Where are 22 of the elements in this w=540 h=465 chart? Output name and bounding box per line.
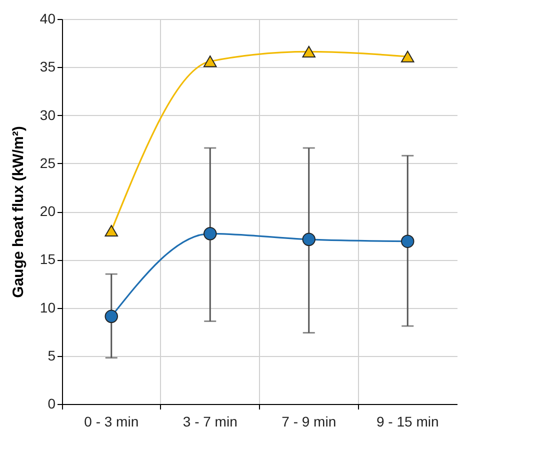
- point: [302, 232, 316, 246]
- point: [104, 310, 118, 324]
- y-tick-label: 15: [40, 251, 56, 268]
- y-tick-label: 30: [40, 106, 56, 123]
- point: [401, 50, 414, 62]
- y-tick-label: 0: [48, 396, 56, 412]
- y-tick-label: 5: [48, 347, 56, 364]
- y-tick-label: 40: [40, 10, 56, 26]
- x-tick-label: 9 - 15 min: [376, 414, 439, 430]
- y-tick-label: 10: [40, 299, 56, 316]
- point: [204, 227, 217, 240]
- y-axis-title: Gauge heat flux (kW/m²): [10, 126, 27, 298]
- point: [204, 56, 217, 68]
- y-tick-label: 25: [40, 154, 56, 171]
- y-tick-label: 35: [40, 58, 56, 75]
- point: [302, 46, 316, 58]
- point: [401, 234, 414, 248]
- y-tick-label: 20: [40, 203, 56, 219]
- x-tick-label: 3 - 7 min: [182, 414, 238, 430]
- x-tick-label: 0 - 3 min: [84, 414, 139, 430]
- point: [104, 224, 118, 237]
- x-tick-label: 7 - 9 min: [282, 414, 336, 430]
